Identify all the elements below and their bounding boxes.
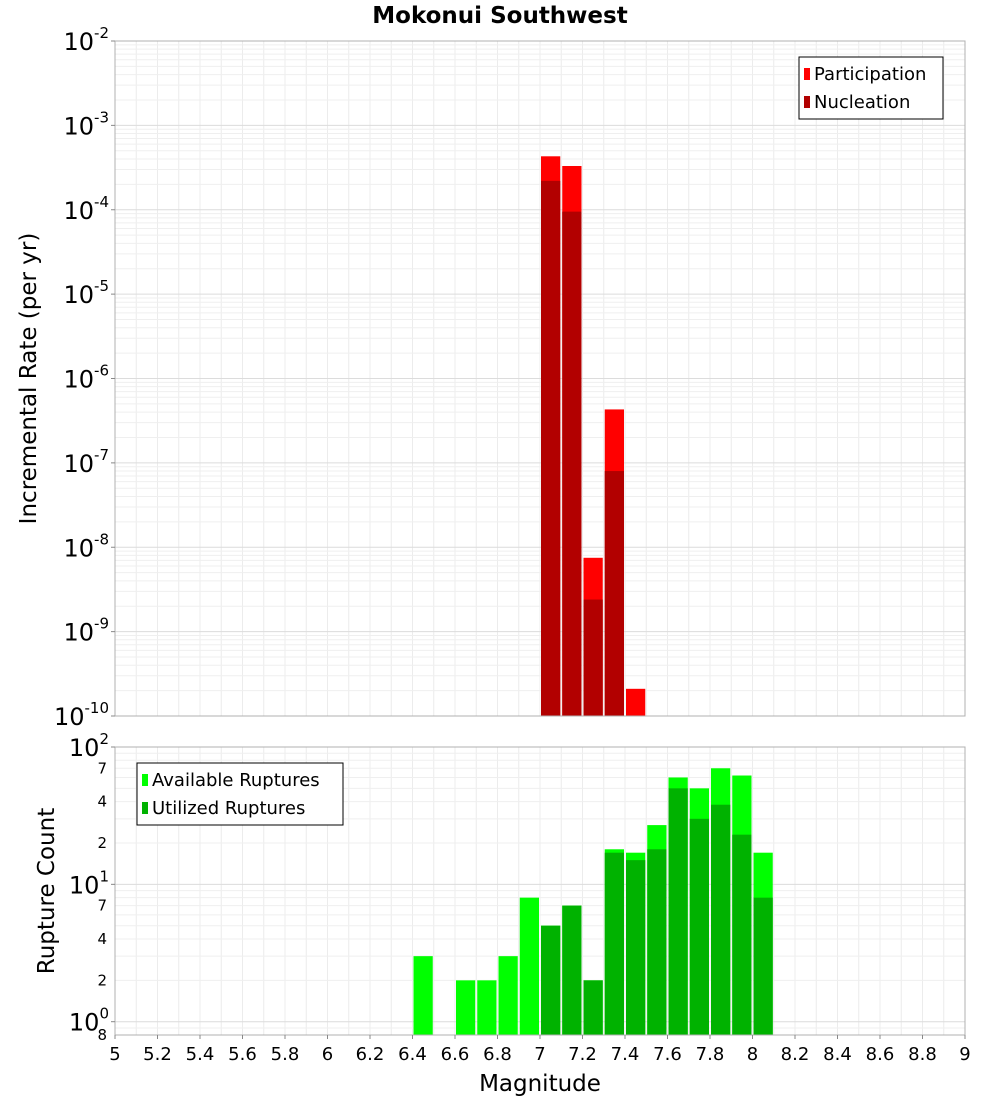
legend-box bbox=[136, 762, 344, 826]
bar-b-7.35 bbox=[604, 852, 624, 1035]
x-axis: 5 5.2 5.4 5.6 5.8 6 6.2 6.4 6.6 6.8 7 7.2 7.4 7.6 7.8 8… bbox=[109, 1035, 971, 1065]
x-tick-label: 5.4 bbox=[186, 1044, 215, 1065]
x-tick-label: 5.6 bbox=[228, 1044, 257, 1065]
x-tick-label: 7.4 bbox=[611, 1044, 640, 1065]
x-tick-label: 7 bbox=[534, 1044, 545, 1065]
bar-a-6.85 bbox=[498, 956, 518, 1035]
legend-swatch bbox=[142, 774, 148, 786]
legend-swatch bbox=[804, 68, 810, 80]
bar-b-7.05 bbox=[541, 180, 561, 716]
bar-b-7.85 bbox=[711, 804, 731, 1035]
bar-a-7.45 bbox=[626, 688, 646, 716]
x-tick-label: 7.8 bbox=[696, 1044, 725, 1065]
x-tick-label: 6.8 bbox=[483, 1044, 512, 1065]
y-tick-label: 101 bbox=[69, 867, 109, 899]
legend-swatch bbox=[142, 802, 148, 814]
x-tick-label: 6 bbox=[322, 1044, 333, 1065]
bar-b-8.05 bbox=[753, 897, 773, 1035]
bar-a-6.45 bbox=[413, 956, 433, 1035]
y-axis-label: Rupture Count bbox=[34, 808, 60, 974]
y-tick-label: 10-10 bbox=[54, 699, 109, 731]
y-tick-label: 10-7 bbox=[63, 446, 109, 478]
y-tick-label: 10-8 bbox=[63, 530, 109, 562]
x-tick-label: 6.2 bbox=[356, 1044, 385, 1065]
y-tick-label: 10-3 bbox=[63, 108, 109, 140]
x-tick-label: 9 bbox=[959, 1044, 970, 1065]
y-tick-label: 10-9 bbox=[63, 615, 109, 647]
legend-box bbox=[798, 56, 944, 120]
legend: Available Ruptures Utilized Ruptures bbox=[136, 762, 344, 826]
bar-a-6.65 bbox=[456, 980, 476, 1035]
x-tick-label: 8 bbox=[747, 1044, 758, 1065]
bar-b-7.15 bbox=[562, 905, 582, 1035]
bar-b-7.95 bbox=[732, 834, 752, 1035]
bar-a-6.95 bbox=[519, 897, 539, 1035]
y-minor-label: 2 bbox=[97, 834, 107, 852]
x-tick-label: 6.4 bbox=[398, 1044, 427, 1065]
x-tick-label: 8.6 bbox=[866, 1044, 895, 1065]
y-minor-label: 7 bbox=[97, 897, 107, 915]
y-tick-label: 10-4 bbox=[63, 193, 109, 225]
x-tick-label: 5.2 bbox=[143, 1044, 172, 1065]
bar-b-7.25 bbox=[583, 980, 603, 1035]
x-axis-label: Magnitude bbox=[479, 1071, 601, 1097]
y-minor-label: 4 bbox=[97, 930, 107, 948]
y-tick-label: 10-2 bbox=[63, 24, 109, 56]
bar-b-7.65 bbox=[668, 788, 688, 1035]
x-tick-label: 7.6 bbox=[653, 1044, 682, 1065]
y-minor-label: 8 bbox=[97, 1026, 107, 1044]
y-minor-label: 2 bbox=[97, 971, 107, 989]
panel-incremental-rate: 10-2 10-3 10-4 10-5 10-6 10-7 10-8 10-9 10-10 Inc… bbox=[16, 24, 966, 731]
bar-b-7.55 bbox=[647, 849, 667, 1035]
bar-b-7.35 bbox=[604, 471, 624, 716]
y-axis-label: Incremental Rate (per yr) bbox=[16, 233, 42, 525]
bar-b-7.15 bbox=[562, 211, 582, 716]
bar-a-6.75 bbox=[477, 980, 497, 1035]
bar-b-7.45 bbox=[626, 860, 646, 1035]
legend-label: Nucleation bbox=[814, 92, 910, 113]
x-tick-label: 6.6 bbox=[441, 1044, 470, 1065]
y-tick-label: 10-5 bbox=[63, 277, 109, 309]
y-tick-label: 10-6 bbox=[63, 362, 109, 394]
x-tick-label: 8.2 bbox=[781, 1044, 810, 1065]
bar-b-7.75 bbox=[689, 818, 709, 1035]
y-minor-label: 4 bbox=[97, 793, 107, 811]
bar-b-7.25 bbox=[583, 599, 603, 716]
legend-swatch bbox=[804, 96, 810, 108]
x-tick-label: 7.2 bbox=[568, 1044, 597, 1065]
chart-title: Mokonui Southwest bbox=[372, 3, 627, 29]
legend: Participation Nucleation bbox=[798, 56, 944, 120]
legend-label: Participation bbox=[814, 64, 926, 85]
y-minor-label: 7 bbox=[97, 759, 107, 777]
legend-label: Available Ruptures bbox=[152, 770, 320, 791]
panel-rupture-count: 102 101 100 7 4 2 7 4 2 8 Rupture Count Available R… bbox=[34, 730, 966, 1044]
x-tick-label: 5 bbox=[109, 1044, 120, 1065]
y-tick-label: 102 bbox=[69, 730, 109, 762]
x-tick-label: 8.4 bbox=[823, 1044, 852, 1065]
x-tick-label: 5.8 bbox=[271, 1044, 300, 1065]
legend-label: Utilized Ruptures bbox=[152, 798, 305, 819]
x-tick-label: 8.8 bbox=[908, 1044, 937, 1065]
bar-b-7.05 bbox=[541, 925, 561, 1035]
y-tick-label: 100 bbox=[69, 1005, 109, 1037]
